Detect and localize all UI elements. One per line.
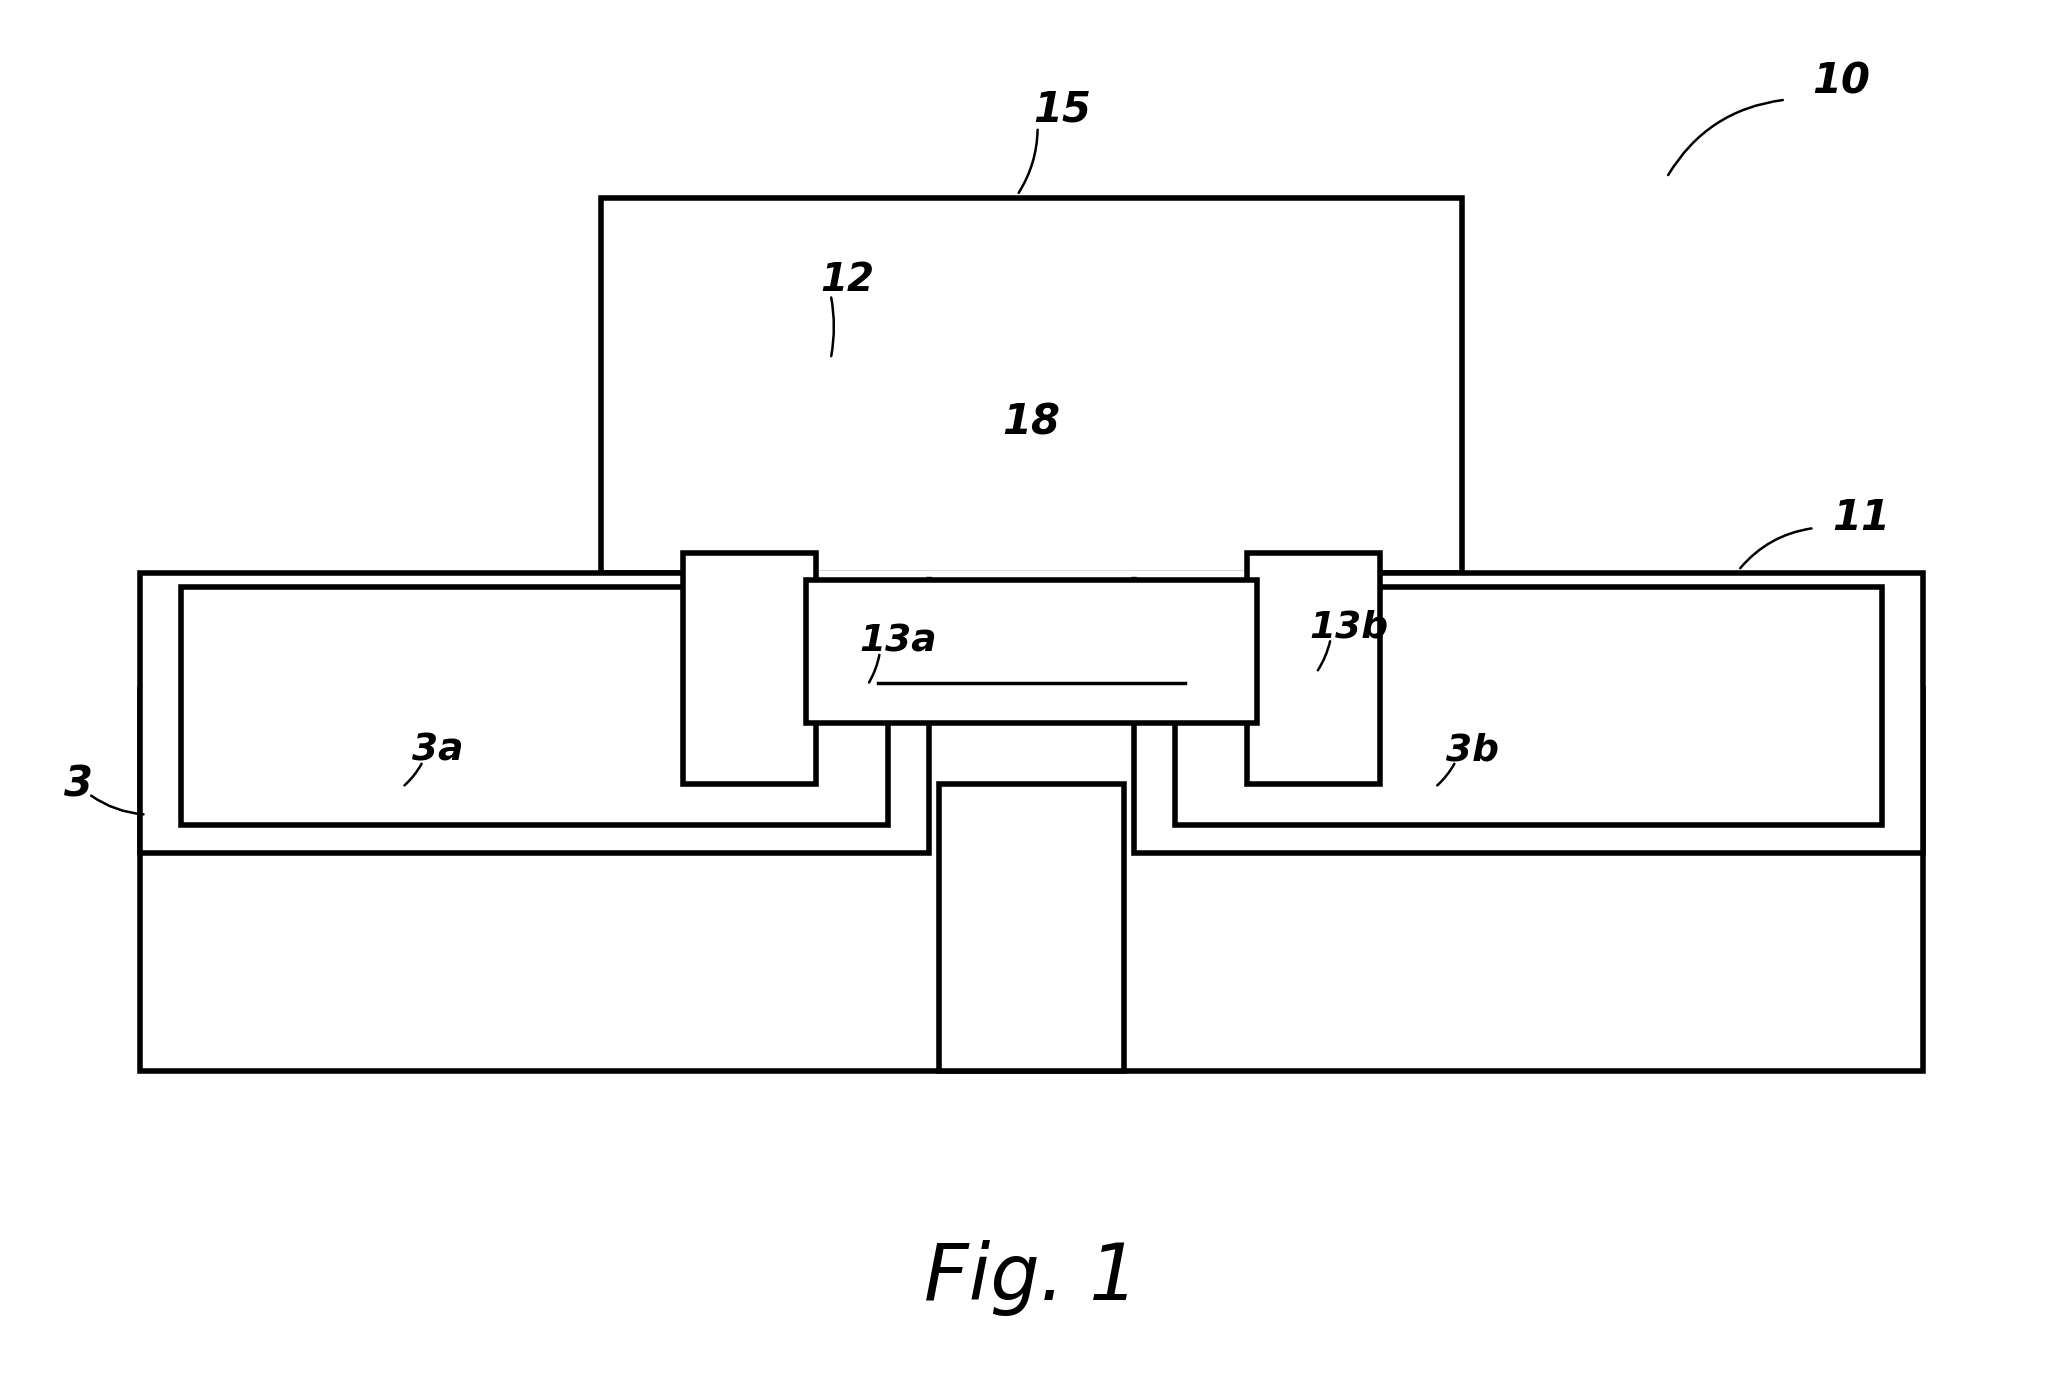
Text: 3a: 3a [413, 732, 462, 769]
Bar [683, 553, 817, 784]
Bar [1176, 587, 1881, 825]
Text: 18: 18 [1003, 402, 1060, 444]
Text: 11: 11 [1832, 497, 1890, 539]
Text: 3b: 3b [1446, 732, 1498, 769]
Text: 15: 15 [1034, 88, 1091, 131]
Text: Fig. 1: Fig. 1 [924, 1240, 1139, 1316]
Bar [807, 580, 1256, 723]
Text: 10: 10 [1811, 61, 1869, 103]
Bar [140, 689, 1923, 1071]
Bar [182, 587, 887, 825]
Bar [600, 198, 1463, 573]
Bar [939, 784, 1124, 1071]
Bar [1135, 573, 1923, 853]
Text: 3: 3 [64, 763, 93, 806]
Text: 13a: 13a [860, 623, 937, 659]
Text: 13b: 13b [1310, 609, 1388, 646]
Bar [140, 573, 928, 853]
Bar [1246, 553, 1380, 784]
Text: 12: 12 [821, 260, 875, 299]
